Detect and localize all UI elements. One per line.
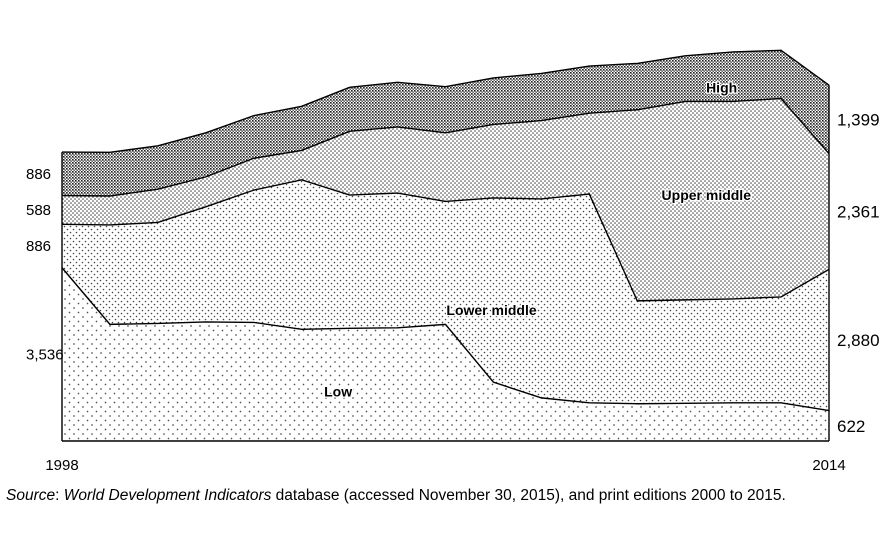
area-upper-middle	[62, 98, 829, 301]
left-value-label-low: 3,536	[26, 346, 64, 363]
right-value-label-high: 1,399	[837, 110, 880, 129]
source-db-name: World Development Indicators	[63, 487, 272, 504]
left-value-label-lower-middle: 886	[26, 238, 51, 255]
x-tick-label-end: 2014	[812, 457, 845, 474]
source-rest: database (accessed November 30, 2015), a…	[271, 487, 786, 504]
line-top-high	[61, 49, 830, 154]
chart-axes	[61, 85, 830, 442]
area-low	[62, 267, 829, 441]
left-value-label-high: 886	[26, 166, 51, 183]
area-label-high: High	[706, 79, 737, 95]
line-top-upper-middle	[61, 97, 830, 197]
source-note: Source: World Development Indicators dat…	[6, 487, 786, 505]
left-value-label-upper-middle: 588	[26, 202, 51, 219]
chart-boundary-lines	[61, 49, 830, 412]
chart-labels: 1998 2014 886 1,399 588 2,361 886 2,880 3,536 622…	[26, 78, 880, 474]
area-lower-middle	[62, 179, 829, 411]
right-value-label-lower-middle: 2,880	[837, 331, 880, 350]
right-value-label-low: 622	[837, 417, 865, 436]
area-label-upper-middle: Upper middle	[662, 187, 752, 203]
area-label-low: Low	[324, 383, 352, 399]
line-top-lower-middle	[61, 179, 830, 302]
x-tick-label-start: 1998	[45, 457, 78, 474]
line-top-low	[61, 267, 830, 412]
source-prefix: Source	[6, 487, 56, 504]
chart-areas	[62, 50, 829, 441]
area-high	[62, 50, 829, 197]
right-value-label-upper-middle: 2,361	[837, 203, 880, 222]
area-label-lower-middle: Lower middle	[446, 302, 536, 318]
source-colon: :	[55, 487, 64, 504]
